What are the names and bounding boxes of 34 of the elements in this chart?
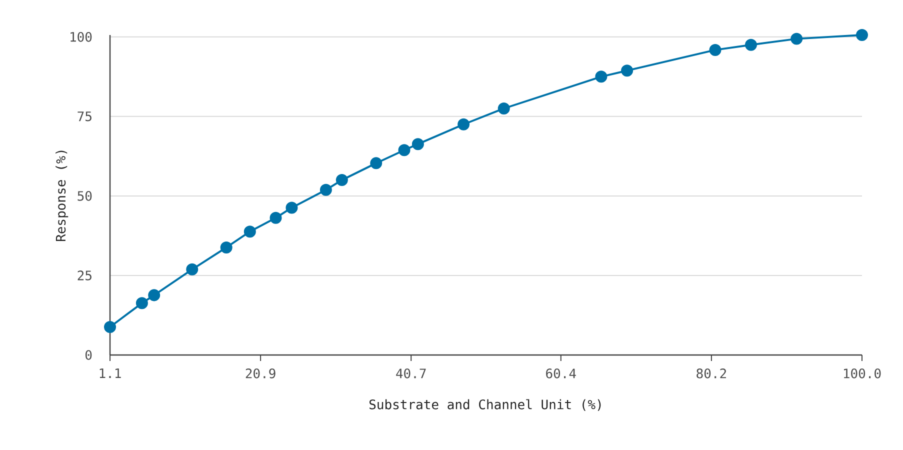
y-tick-label: 75 xyxy=(78,112,92,122)
x-tick-label: 1.1 xyxy=(100,368,121,378)
point xyxy=(621,64,634,77)
point xyxy=(370,157,382,170)
point xyxy=(709,44,722,56)
x-tick-label: 40.7 xyxy=(396,368,426,378)
y-tick-label: 25 xyxy=(78,270,92,280)
point xyxy=(104,320,116,333)
y-tick-label: 50 xyxy=(78,191,92,201)
y-axis-title: Response (%) xyxy=(56,150,68,242)
x-tick-label: 20.9 xyxy=(246,368,276,378)
point xyxy=(148,289,160,302)
x-tick-label: 100.0 xyxy=(844,368,881,378)
point xyxy=(856,28,868,41)
point xyxy=(498,102,510,114)
point xyxy=(744,38,757,51)
point xyxy=(186,263,198,276)
point xyxy=(790,32,803,45)
x-tick-label: 80.2 xyxy=(696,368,726,378)
x-tick-label: 60.4 xyxy=(546,368,576,378)
point xyxy=(336,174,348,186)
y-tick-label: 100 xyxy=(70,32,92,42)
point xyxy=(220,241,232,254)
x-axis-title: Substrate and Channel Unit (%) xyxy=(369,399,601,411)
point xyxy=(458,118,470,130)
point xyxy=(244,226,256,238)
point xyxy=(270,212,282,224)
point xyxy=(595,70,608,83)
point xyxy=(412,138,424,150)
point xyxy=(320,184,332,196)
point xyxy=(136,297,148,310)
point xyxy=(398,144,410,156)
y-tick-label: 0 xyxy=(86,350,92,360)
point xyxy=(286,202,298,214)
